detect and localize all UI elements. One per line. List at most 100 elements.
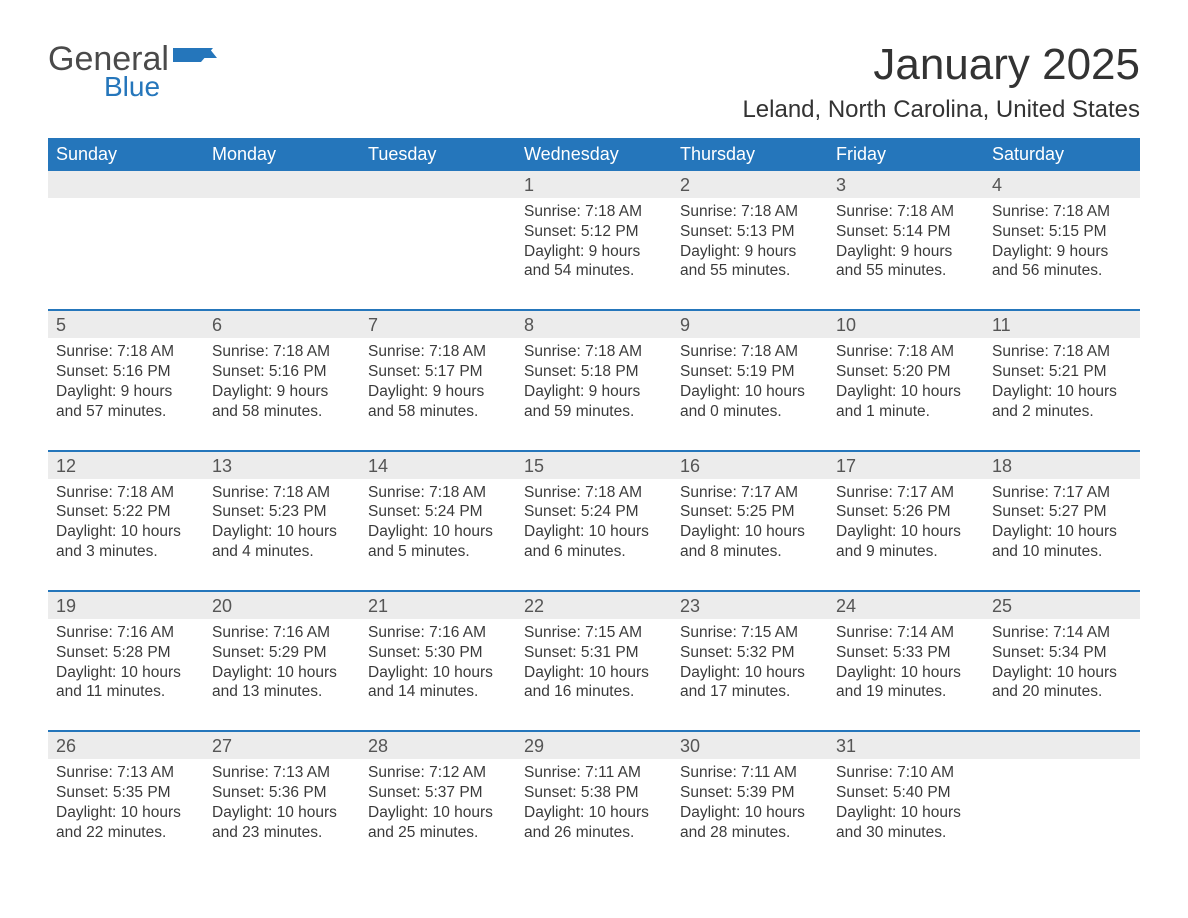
page-header: General Blue January 2025 Leland, North …	[48, 40, 1140, 124]
daylight-line: Daylight: 9 hours and 55 minutes.	[836, 242, 976, 282]
day-number-cell	[48, 171, 204, 198]
logo: General Blue	[48, 40, 217, 103]
day-data-cell: Sunrise: 7:10 AMSunset: 5:40 PMDaylight:…	[828, 759, 984, 870]
column-header: Friday	[828, 138, 984, 171]
sunset-line: Sunset: 5:38 PM	[524, 783, 664, 803]
day-number-cell: 15	[516, 452, 672, 479]
sunrise-line: Sunrise: 7:18 AM	[56, 342, 196, 362]
sunset-line: Sunset: 5:32 PM	[680, 643, 820, 663]
day-number-cell: 12	[48, 452, 204, 479]
sunrise-line: Sunrise: 7:18 AM	[368, 342, 508, 362]
day-number-cell: 14	[360, 452, 516, 479]
day-number-cell: 6	[204, 311, 360, 338]
day-data-cell: Sunrise: 7:17 AMSunset: 5:27 PMDaylight:…	[984, 479, 1140, 591]
day-data-row: Sunrise: 7:18 AMSunset: 5:22 PMDaylight:…	[48, 479, 1140, 591]
sunrise-line: Sunrise: 7:14 AM	[992, 623, 1132, 643]
day-data-cell: Sunrise: 7:14 AMSunset: 5:34 PMDaylight:…	[984, 619, 1140, 731]
day-number-cell: 29	[516, 732, 672, 759]
day-data-cell: Sunrise: 7:16 AMSunset: 5:30 PMDaylight:…	[360, 619, 516, 731]
day-data-cell: Sunrise: 7:18 AMSunset: 5:15 PMDaylight:…	[984, 198, 1140, 310]
day-number-cell: 22	[516, 592, 672, 619]
sunset-line: Sunset: 5:13 PM	[680, 222, 820, 242]
daylight-line: Daylight: 10 hours and 20 minutes.	[992, 663, 1132, 703]
day-data-cell: Sunrise: 7:18 AMSunset: 5:16 PMDaylight:…	[48, 338, 204, 450]
day-number-row: 1234	[48, 171, 1140, 198]
sunrise-line: Sunrise: 7:13 AM	[56, 763, 196, 783]
day-data-cell: Sunrise: 7:13 AMSunset: 5:36 PMDaylight:…	[204, 759, 360, 870]
sunset-line: Sunset: 5:36 PM	[212, 783, 352, 803]
day-number-cell: 19	[48, 592, 204, 619]
daylight-line: Daylight: 10 hours and 8 minutes.	[680, 522, 820, 562]
day-number-cell: 7	[360, 311, 516, 338]
day-number-cell: 17	[828, 452, 984, 479]
day-data-cell: Sunrise: 7:12 AMSunset: 5:37 PMDaylight:…	[360, 759, 516, 870]
daylight-line: Daylight: 10 hours and 28 minutes.	[680, 803, 820, 843]
daylight-line: Daylight: 10 hours and 2 minutes.	[992, 382, 1132, 422]
day-data-cell	[48, 198, 204, 310]
flag-icon	[173, 48, 217, 74]
calendar-table: SundayMondayTuesdayWednesdayThursdayFrid…	[48, 138, 1140, 871]
day-number-cell: 18	[984, 452, 1140, 479]
sunrise-line: Sunrise: 7:18 AM	[56, 483, 196, 503]
sunset-line: Sunset: 5:25 PM	[680, 502, 820, 522]
sunset-line: Sunset: 5:33 PM	[836, 643, 976, 663]
day-data-row: Sunrise: 7:18 AMSunset: 5:16 PMDaylight:…	[48, 338, 1140, 450]
day-number-cell: 25	[984, 592, 1140, 619]
day-data-cell: Sunrise: 7:13 AMSunset: 5:35 PMDaylight:…	[48, 759, 204, 870]
sunrise-line: Sunrise: 7:18 AM	[836, 202, 976, 222]
day-data-cell: Sunrise: 7:18 AMSunset: 5:20 PMDaylight:…	[828, 338, 984, 450]
sunrise-line: Sunrise: 7:16 AM	[368, 623, 508, 643]
day-number-cell: 8	[516, 311, 672, 338]
sunrise-line: Sunrise: 7:16 AM	[212, 623, 352, 643]
day-data-cell: Sunrise: 7:16 AMSunset: 5:28 PMDaylight:…	[48, 619, 204, 731]
daylight-line: Daylight: 10 hours and 11 minutes.	[56, 663, 196, 703]
day-number-cell: 1	[516, 171, 672, 198]
day-data-cell: Sunrise: 7:18 AMSunset: 5:16 PMDaylight:…	[204, 338, 360, 450]
day-number-cell	[204, 171, 360, 198]
day-number-row: 19202122232425	[48, 592, 1140, 619]
daylight-line: Daylight: 10 hours and 23 minutes.	[212, 803, 352, 843]
sunrise-line: Sunrise: 7:16 AM	[56, 623, 196, 643]
sunset-line: Sunset: 5:21 PM	[992, 362, 1132, 382]
day-number-cell: 21	[360, 592, 516, 619]
sunrise-line: Sunrise: 7:10 AM	[836, 763, 976, 783]
sunset-line: Sunset: 5:27 PM	[992, 502, 1132, 522]
day-number-cell	[984, 732, 1140, 759]
sunset-line: Sunset: 5:28 PM	[56, 643, 196, 663]
sunset-line: Sunset: 5:26 PM	[836, 502, 976, 522]
day-data-cell: Sunrise: 7:18 AMSunset: 5:23 PMDaylight:…	[204, 479, 360, 591]
day-number-cell: 9	[672, 311, 828, 338]
day-data-cell: Sunrise: 7:11 AMSunset: 5:38 PMDaylight:…	[516, 759, 672, 870]
daylight-line: Daylight: 9 hours and 55 minutes.	[680, 242, 820, 282]
sunset-line: Sunset: 5:40 PM	[836, 783, 976, 803]
sunset-line: Sunset: 5:23 PM	[212, 502, 352, 522]
sunset-line: Sunset: 5:15 PM	[992, 222, 1132, 242]
day-data-cell	[204, 198, 360, 310]
sunrise-line: Sunrise: 7:13 AM	[212, 763, 352, 783]
day-data-cell: Sunrise: 7:18 AMSunset: 5:18 PMDaylight:…	[516, 338, 672, 450]
day-data-row: Sunrise: 7:18 AMSunset: 5:12 PMDaylight:…	[48, 198, 1140, 310]
day-number-cell	[360, 171, 516, 198]
logo-text: General Blue	[48, 40, 169, 103]
day-data-cell: Sunrise: 7:18 AMSunset: 5:21 PMDaylight:…	[984, 338, 1140, 450]
daylight-line: Daylight: 10 hours and 6 minutes.	[524, 522, 664, 562]
sunset-line: Sunset: 5:18 PM	[524, 362, 664, 382]
sunrise-line: Sunrise: 7:11 AM	[680, 763, 820, 783]
sunset-line: Sunset: 5:31 PM	[524, 643, 664, 663]
day-number-cell: 30	[672, 732, 828, 759]
daylight-line: Daylight: 9 hours and 57 minutes.	[56, 382, 196, 422]
day-number-cell: 4	[984, 171, 1140, 198]
day-data-row: Sunrise: 7:13 AMSunset: 5:35 PMDaylight:…	[48, 759, 1140, 870]
sunrise-line: Sunrise: 7:18 AM	[524, 483, 664, 503]
day-number-cell: 23	[672, 592, 828, 619]
day-data-cell: Sunrise: 7:18 AMSunset: 5:17 PMDaylight:…	[360, 338, 516, 450]
sunset-line: Sunset: 5:39 PM	[680, 783, 820, 803]
day-number-cell: 26	[48, 732, 204, 759]
sunrise-line: Sunrise: 7:12 AM	[368, 763, 508, 783]
sunrise-line: Sunrise: 7:17 AM	[836, 483, 976, 503]
sunrise-line: Sunrise: 7:14 AM	[836, 623, 976, 643]
daylight-line: Daylight: 9 hours and 58 minutes.	[212, 382, 352, 422]
day-number-row: 567891011	[48, 311, 1140, 338]
title-block: January 2025 Leland, North Carolina, Uni…	[742, 40, 1140, 124]
daylight-line: Daylight: 10 hours and 26 minutes.	[524, 803, 664, 843]
